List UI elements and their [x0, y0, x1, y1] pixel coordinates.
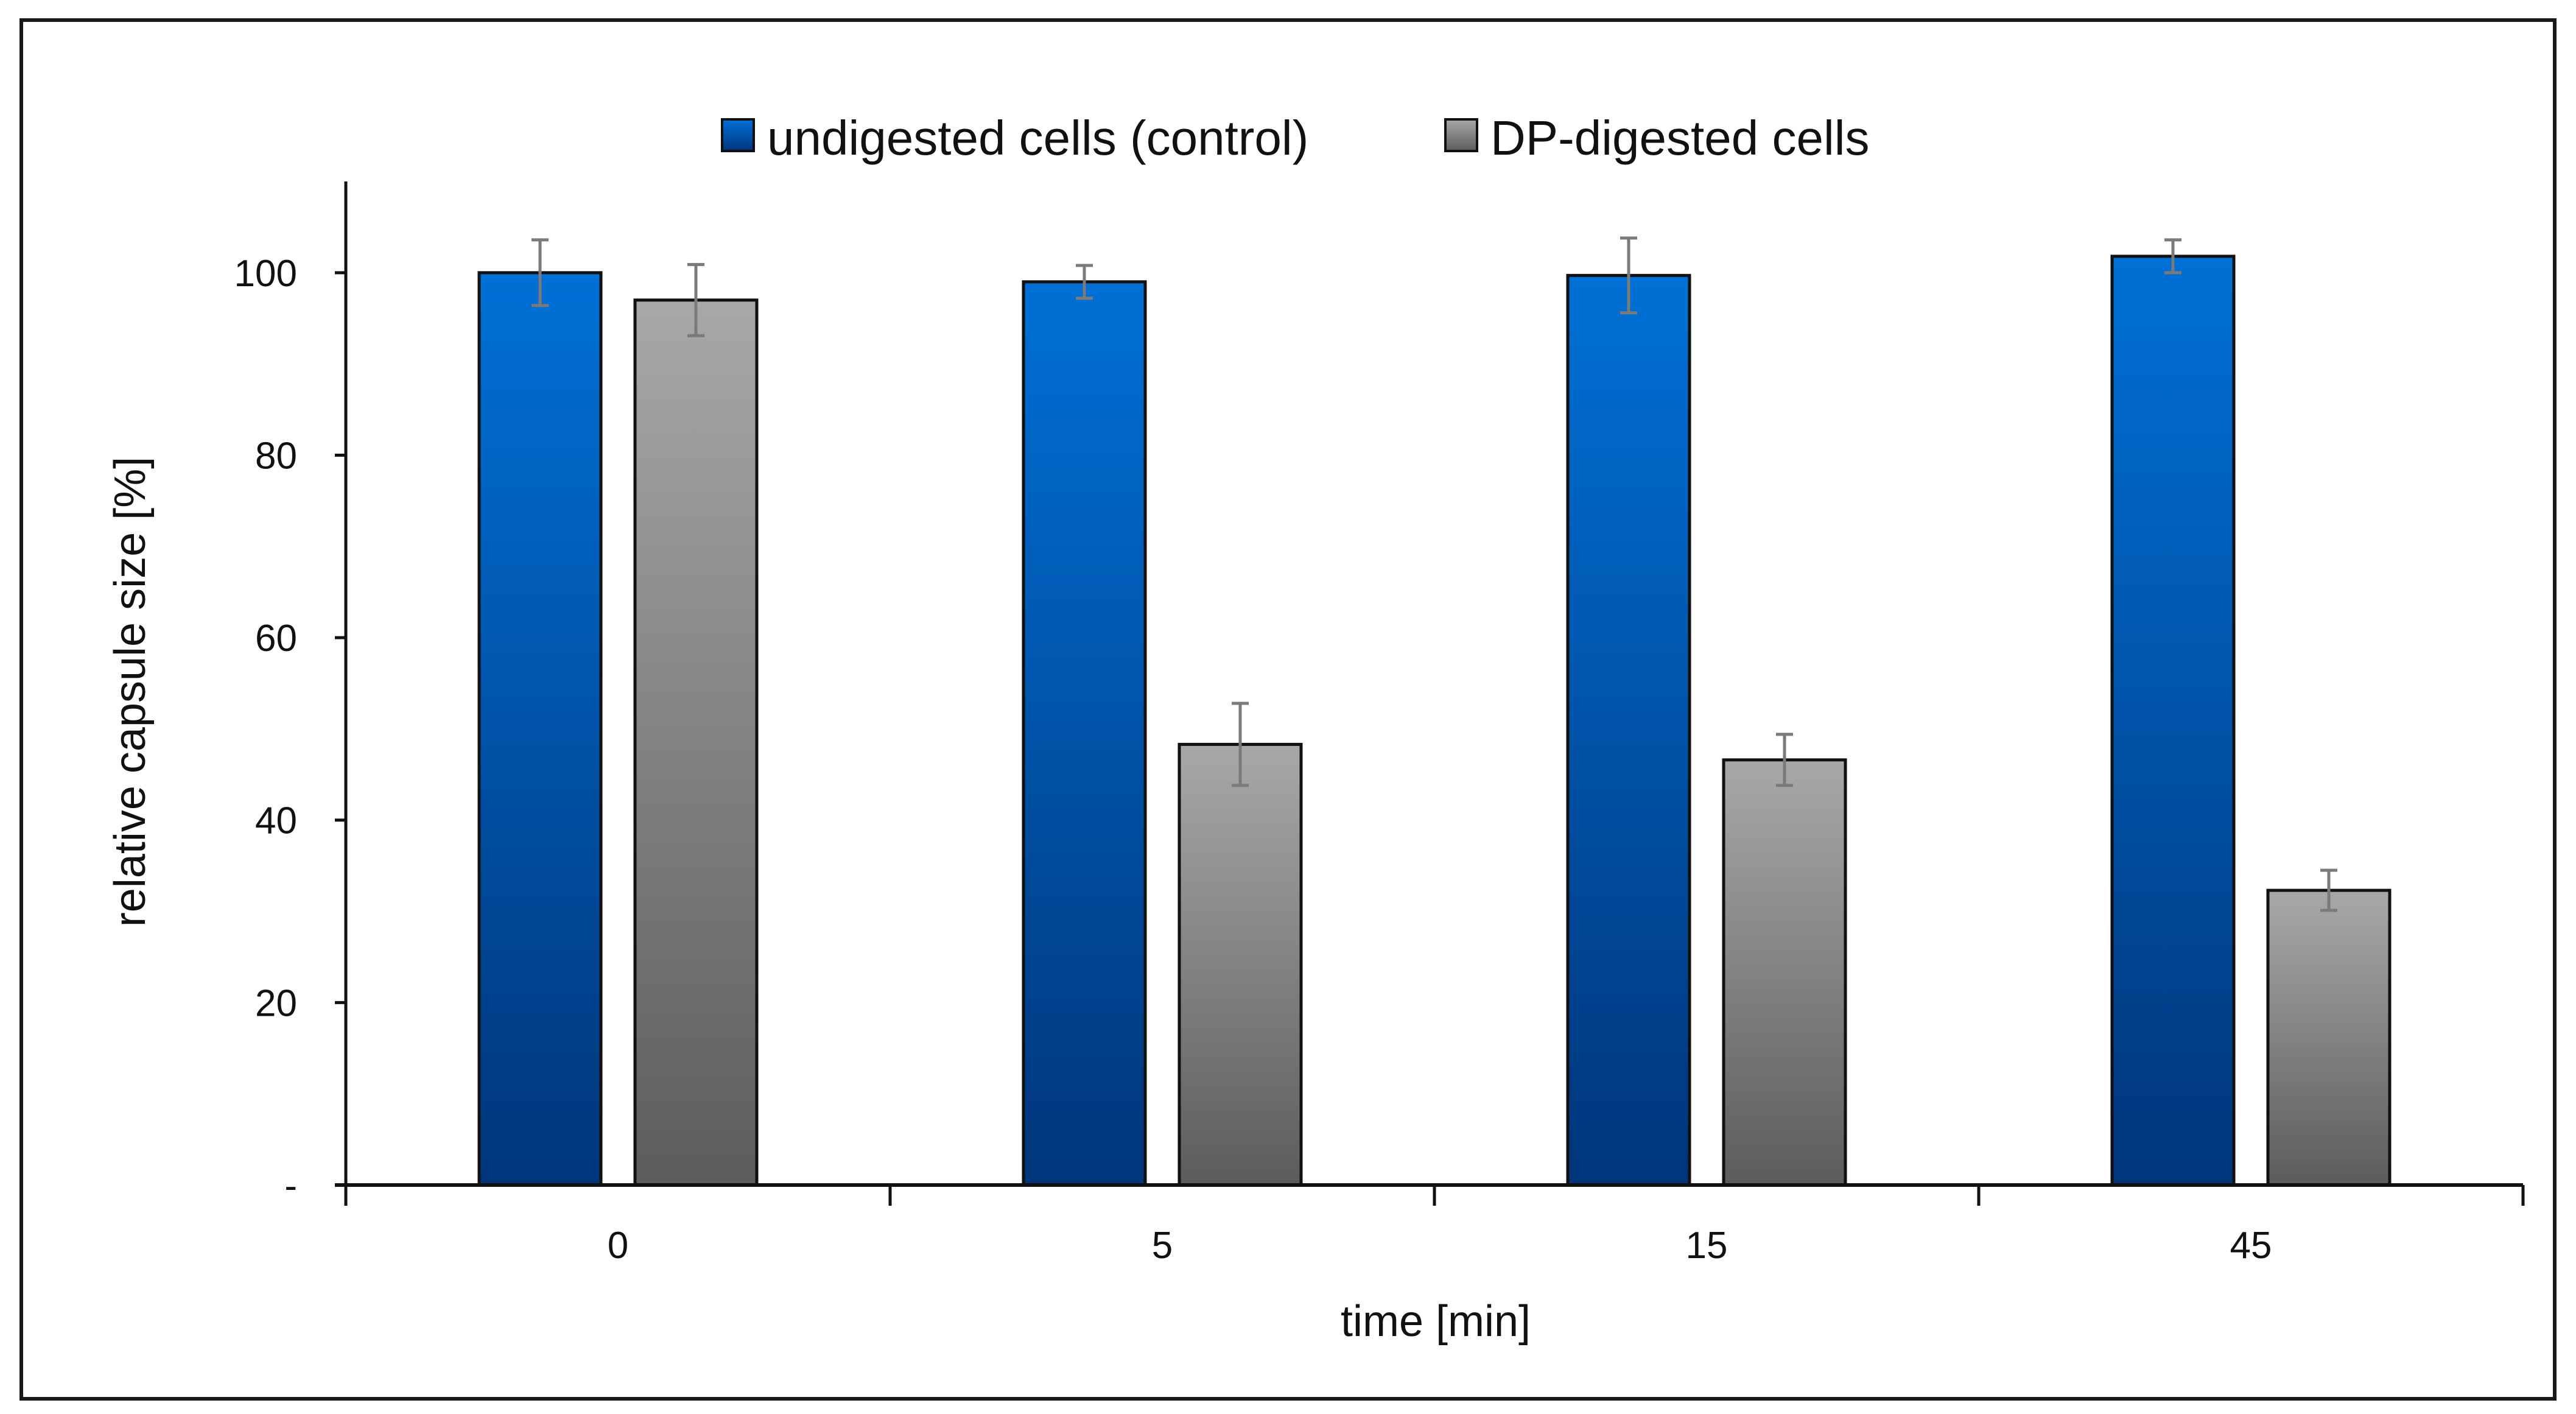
- bars: [477, 255, 2392, 1187]
- y-tick-label: 60: [255, 617, 297, 660]
- bar-chart: undigested cells (control) DP-digested c…: [106, 111, 2525, 1346]
- x-tick-label: 45: [2230, 1225, 2272, 1267]
- x-tick-label: 15: [1686, 1225, 1728, 1267]
- x-tick-label: 0: [608, 1225, 628, 1267]
- y-tick-label: 40: [255, 800, 297, 842]
- error-bar-dp-digested-15: [1776, 733, 1793, 787]
- y-tick-label: 20: [255, 982, 297, 1024]
- y-tick-label: 100: [234, 253, 297, 295]
- legend-swatch-undigested: [721, 118, 755, 152]
- bar-undigested-0: [477, 271, 603, 1187]
- error-bar-undigested-0: [532, 238, 549, 308]
- chart-frame: undigested cells (control) DP-digested c…: [19, 18, 2557, 1401]
- bar-dp-digested-5: [1177, 742, 1303, 1187]
- error-bar-undigested-5: [1076, 264, 1093, 300]
- error-bars: [532, 236, 2337, 912]
- error-bar-dp-digested-45: [2320, 868, 2337, 912]
- legend: undigested cells (control) DP-digested c…: [721, 111, 1870, 165]
- error-bar-dp-digested-0: [687, 262, 704, 337]
- legend-label-undigested: undigested cells (control): [767, 111, 1308, 165]
- bar-dp-digested-0: [633, 298, 759, 1187]
- axes: [335, 181, 2523, 1187]
- x-axis-title: time [min]: [1341, 1297, 1531, 1346]
- bar-undigested-5: [1022, 280, 1147, 1187]
- y-tick-label: 80: [255, 435, 297, 477]
- bar-undigested-15: [1566, 273, 1691, 1187]
- y-axis-title: relative capsule size [%]: [106, 457, 155, 927]
- error-bar-undigested-15: [1620, 236, 1637, 315]
- error-bar-undigested-45: [2164, 238, 2181, 275]
- bar-undigested-45: [2110, 255, 2236, 1187]
- bar-dp-digested-15: [1722, 758, 1847, 1187]
- legend-label-dp-digested: DP-digested cells: [1490, 111, 1870, 165]
- x-axis-ticks: 0 5 15 45: [344, 1185, 2525, 1267]
- x-tick-label: 5: [1152, 1225, 1173, 1267]
- legend-swatch-dp-digested: [1444, 118, 1478, 152]
- error-bar-dp-digested-5: [1232, 702, 1249, 787]
- y-axis-ticks: - 20 40 60 80 100: [234, 253, 346, 1207]
- bar-dp-digested-45: [2266, 888, 2392, 1187]
- y-tick-label: -: [284, 1165, 297, 1207]
